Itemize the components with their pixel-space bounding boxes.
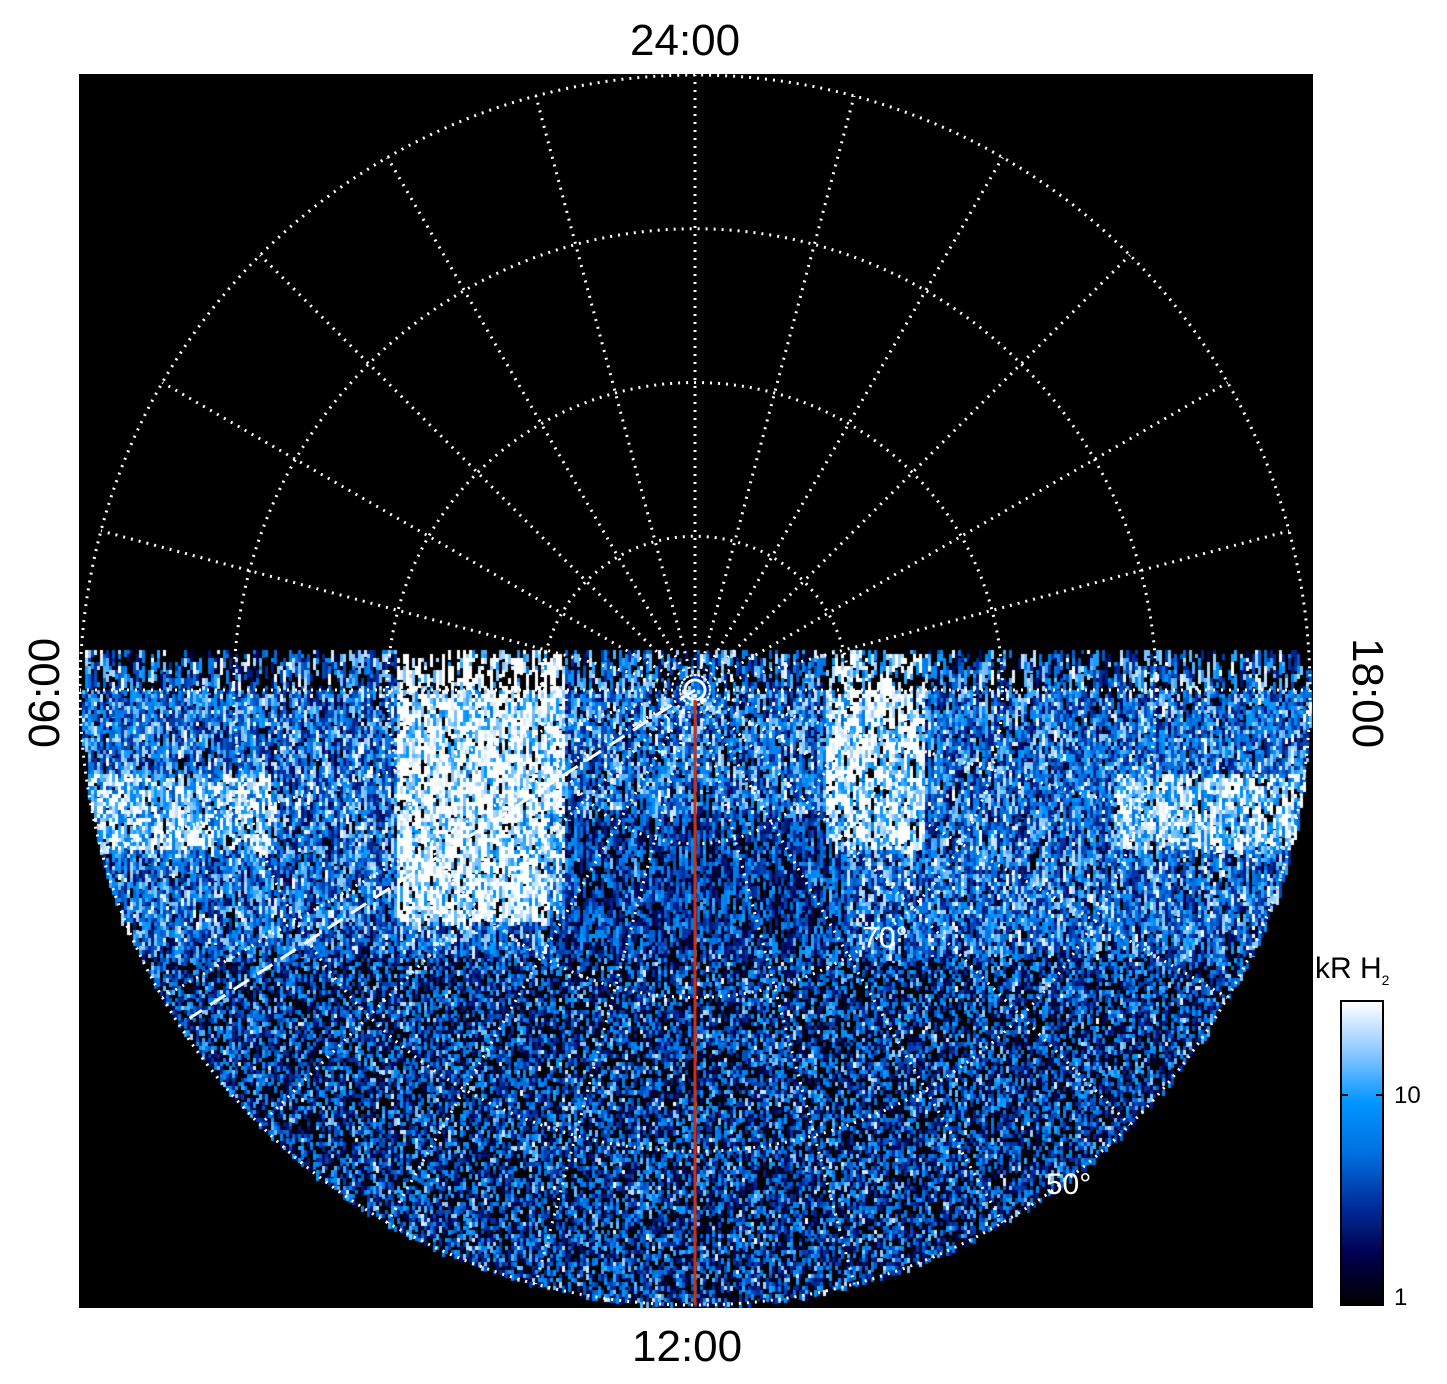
lt-label-06: 06:00 xyxy=(20,637,69,748)
colorbar-title-text: kR H xyxy=(1315,952,1382,985)
dashed-meridian xyxy=(188,688,696,1020)
meridian-line xyxy=(706,381,1229,685)
meridian-line xyxy=(100,692,682,851)
colorbar-tick-1: 1 xyxy=(1394,1284,1408,1311)
meridian-line xyxy=(161,381,684,685)
latitude-ring-70 xyxy=(386,381,1004,999)
meridian-line xyxy=(703,254,1131,682)
lt-label-12: 12:00 xyxy=(632,1322,743,1371)
meridian-line xyxy=(259,698,687,1126)
meridian-line xyxy=(697,95,856,677)
latitude-label-70: 70° xyxy=(862,921,907,954)
meridian-line xyxy=(703,698,1131,1126)
meridian-line xyxy=(534,95,693,677)
meridian-line xyxy=(534,703,693,1285)
meridian-line xyxy=(700,701,1004,1224)
polar-plot: 70° 50° xyxy=(79,74,1313,1308)
meridian-line xyxy=(259,254,687,682)
meridian-line xyxy=(161,695,684,999)
meridian-line xyxy=(697,703,856,1285)
colorbar-title: kR H2 xyxy=(1315,952,1389,988)
colorbar-tick-10: 10 xyxy=(1394,1082,1421,1109)
latitude-label-50: 50° xyxy=(1046,1168,1091,1201)
meridian-line xyxy=(708,692,1290,851)
meridian-line xyxy=(386,701,690,1224)
colorbar-tick-mark xyxy=(1376,1093,1382,1096)
latitude-ring-60 xyxy=(232,227,1158,1153)
polar-grid: 70° 50° xyxy=(79,74,1312,1307)
meridian-line xyxy=(706,695,1229,999)
colorbar-tick-mark xyxy=(1342,1093,1348,1096)
meridian-line xyxy=(708,529,1290,688)
meridian-line xyxy=(100,529,682,688)
meridian-line xyxy=(700,156,1004,679)
lt-label-18: 18:00 xyxy=(1343,638,1392,749)
colorbar xyxy=(1340,1000,1384,1306)
meridian-line xyxy=(386,156,690,679)
lt-label-24: 24:00 xyxy=(630,16,741,65)
colorbar-title-subscript: 2 xyxy=(1381,972,1390,988)
